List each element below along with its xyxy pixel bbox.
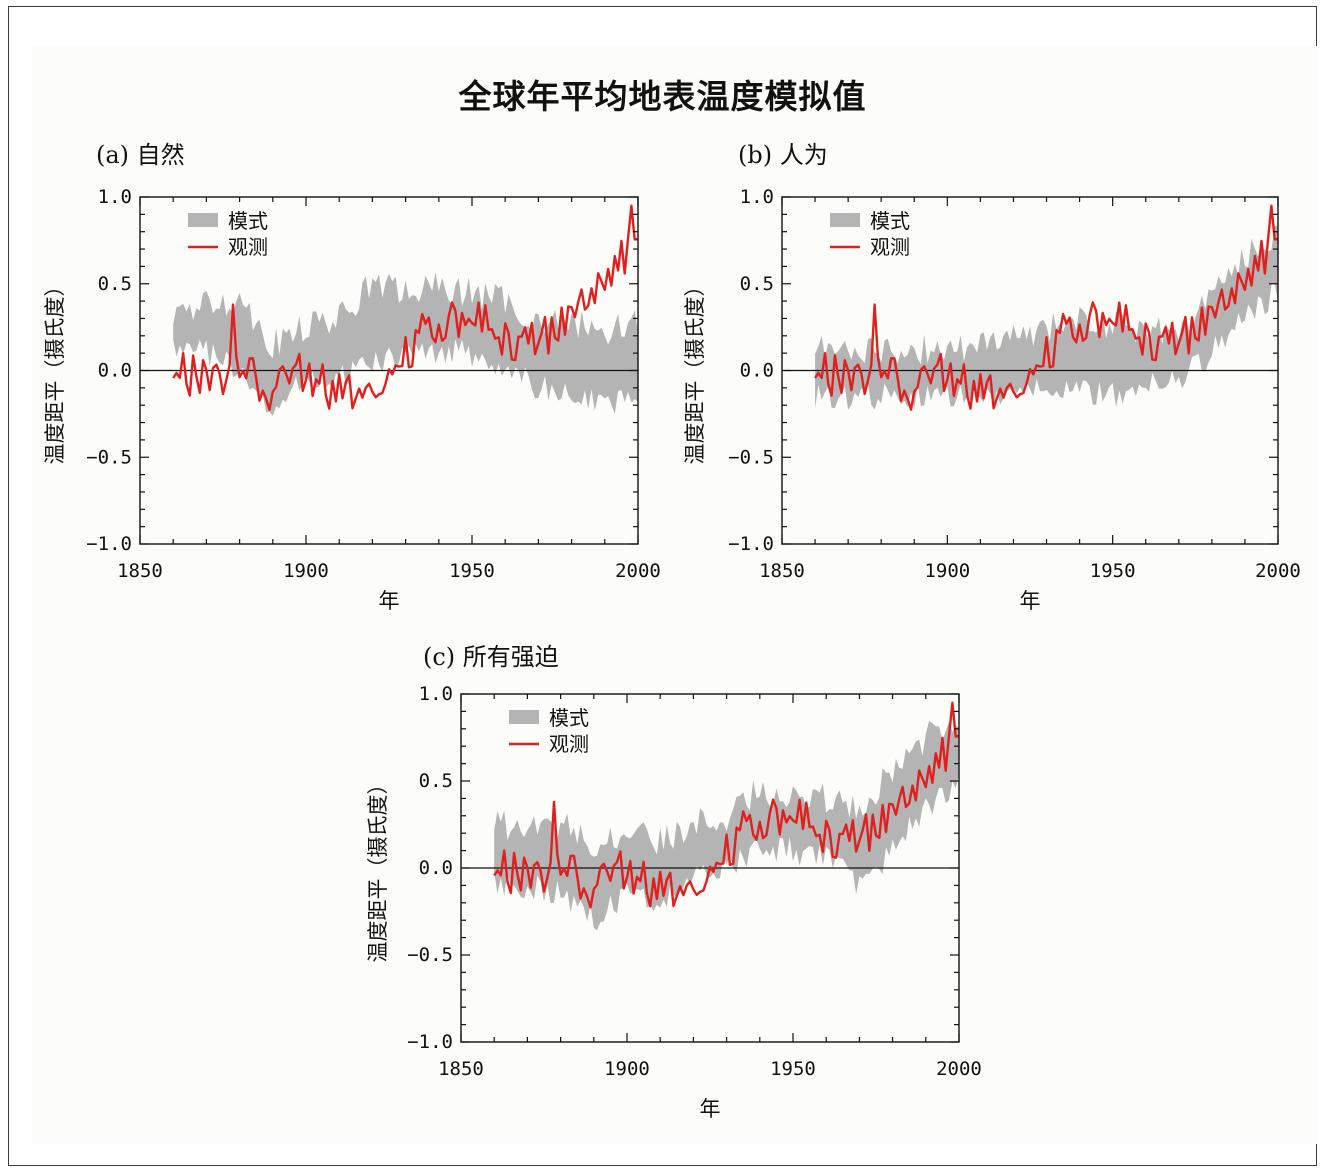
- x-axis-label: 年: [379, 589, 400, 613]
- y-tick-label: −0.5: [728, 446, 774, 468]
- y-tick-label: 0.5: [740, 273, 774, 295]
- chart-panel-b: (b) 人为 1.0 0.5 0.0 −0.5 −1.0 1850 1900 1950 2000 年…: [683, 141, 1301, 613]
- x-tick-label: 1900: [924, 560, 970, 582]
- chart-panel-c: (c) 所有强迫 1.0 0.5 0.0 −0.5 −1.0 1850 1900 1950 200…: [366, 643, 982, 1121]
- y-tick-label: 1.0: [740, 186, 774, 208]
- x-tick-label: 1900: [604, 1058, 650, 1080]
- legend-label-model: 模式: [870, 209, 910, 233]
- legend-label-observed: 观测: [549, 732, 589, 756]
- observed-line: [814, 204, 1279, 411]
- y-axis-label: 温度距平（摄氏度）: [683, 276, 707, 465]
- legend-swatch-model: [188, 213, 218, 227]
- figure-title: 全球年平均地表温度模拟值: [458, 77, 867, 116]
- legend-label-observed: 观测: [870, 235, 910, 259]
- panel-title: (b) 人为: [738, 141, 828, 169]
- observed-line: [172, 204, 639, 411]
- x-axis-label: 年: [1020, 589, 1041, 613]
- y-tick-label: −0.5: [86, 446, 132, 468]
- y-tick-label: −1.0: [86, 533, 132, 555]
- x-tick-label: 2000: [1255, 560, 1301, 582]
- panel-title: (c) 所有强迫: [423, 643, 559, 671]
- x-axis-label: 年: [700, 1097, 721, 1121]
- y-tick-label: 0.5: [419, 770, 453, 792]
- x-tick-label: 2000: [936, 1058, 982, 1080]
- x-tick-label: 1850: [117, 560, 163, 582]
- x-tick-label: 1850: [759, 560, 805, 582]
- x-tick-label: 2000: [615, 560, 661, 582]
- x-tick-label: 1950: [770, 1058, 816, 1080]
- y-tick-label: 1.0: [98, 186, 132, 208]
- y-tick-label: −1.0: [728, 533, 774, 555]
- legend-label-model: 模式: [549, 706, 589, 730]
- y-tick-label: 0.0: [419, 857, 453, 879]
- x-tick-label: 1850: [438, 1058, 484, 1080]
- legend-swatch-model: [830, 213, 860, 227]
- y-axis-label: 温度距平（摄氏度）: [43, 276, 67, 465]
- y-tick-label: −1.0: [407, 1031, 453, 1053]
- chart-panel-a: (a) 自然 1.0 0.5 0.0 −0.5 −1.0 1850 1900 1950 2000 年…: [43, 141, 661, 613]
- legend-swatch-model: [509, 710, 539, 724]
- figure-background: [32, 46, 1317, 1144]
- y-tick-label: 0.5: [98, 273, 132, 295]
- observed-line: [493, 701, 960, 909]
- model-band: [815, 225, 1278, 410]
- y-tick-label: 1.0: [419, 683, 453, 705]
- panel-title: (a) 自然: [96, 141, 185, 169]
- y-axis-label: 温度距平（摄氏度）: [366, 774, 390, 963]
- y-tick-label: 0.0: [740, 360, 774, 382]
- y-tick-label: −0.5: [407, 944, 453, 966]
- x-tick-label: 1950: [449, 560, 495, 582]
- legend-label-observed: 观测: [228, 235, 268, 259]
- x-tick-label: 1900: [283, 560, 329, 582]
- x-tick-label: 1950: [1090, 560, 1136, 582]
- legend-label-model: 模式: [228, 209, 268, 233]
- y-tick-label: 0.0: [98, 360, 132, 382]
